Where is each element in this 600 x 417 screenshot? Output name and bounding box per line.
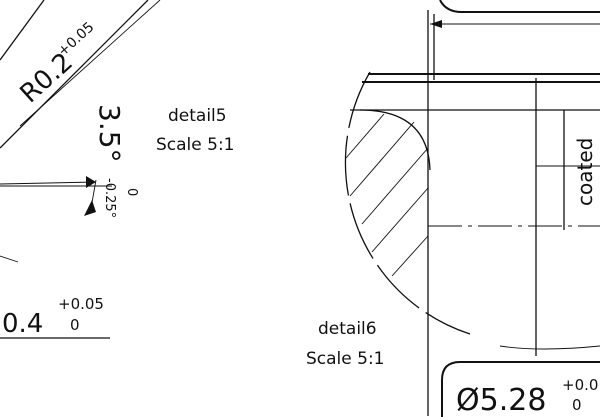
detail5-title: detail5 bbox=[168, 106, 227, 126]
detail5-dim-tol-upper: +0.05 bbox=[58, 295, 104, 313]
detail6-diameter-tol-lower: 0 bbox=[572, 396, 582, 414]
detail6-view: coated detail6 Scale 5:1 Ø5.28 +0.0 0 bbox=[306, 0, 600, 417]
detail5-angle-arc bbox=[89, 179, 97, 215]
detail5-scale: Scale 5:1 bbox=[156, 135, 235, 155]
detail5-angle-dimension: 3.5° bbox=[93, 104, 126, 163]
detail6-dim-arrow-top bbox=[430, 20, 442, 28]
detail6-detail-circle bbox=[344, 71, 471, 335]
detail5-angle-tol-upper: 0 bbox=[124, 188, 139, 196]
detail5-radius-dimension: R0.2 +0.05 bbox=[15, 19, 98, 109]
detail6-fillet bbox=[359, 109, 431, 171]
detail5-angle-value: 3.5° bbox=[93, 104, 126, 163]
detail5-angle-ref-line bbox=[0, 181, 97, 185]
detail5-short-line bbox=[0, 255, 19, 263]
detail6-coated-label: coated bbox=[573, 138, 597, 206]
detail5-dim-tol-lower: 0 bbox=[70, 316, 80, 334]
detail5-angle-tolerance-group-2: -0.25° bbox=[102, 178, 117, 218]
detail5-edge-upper bbox=[0, 0, 45, 61]
detail6-diameter-box bbox=[441, 361, 600, 417]
detail6-diameter-value: Ø5.28 bbox=[456, 383, 546, 417]
detail5-view: R0.2 +0.05 3.5° 0 -0.25° detail5 Scale 5… bbox=[0, 0, 235, 339]
detail6-top-frame bbox=[439, 0, 600, 13]
detail5-angle-arrow-down bbox=[84, 200, 96, 216]
detail5-radius-leader bbox=[19, 0, 161, 127]
detail6-circle-bottom bbox=[499, 345, 600, 350]
detail5-angle-tol-lower: -0.25° bbox=[102, 178, 117, 218]
detail5-edge-lower bbox=[0, 0, 149, 149]
detail6-diameter-tol-upper: +0.0 bbox=[562, 376, 598, 394]
detail6-scale: Scale 5:1 bbox=[306, 349, 385, 369]
detail6-coated-group: coated bbox=[573, 138, 597, 206]
detail6-hatching bbox=[345, 113, 429, 277]
detail5-angle-tolerance-group: 0 bbox=[124, 188, 139, 196]
detail6-title: detail6 bbox=[318, 319, 377, 339]
detail5-radius-tolerance: +0.05 bbox=[55, 19, 98, 60]
detail5-angle-arrow-right bbox=[86, 176, 96, 188]
detail5-dim-value: 0.4 bbox=[2, 309, 43, 339]
